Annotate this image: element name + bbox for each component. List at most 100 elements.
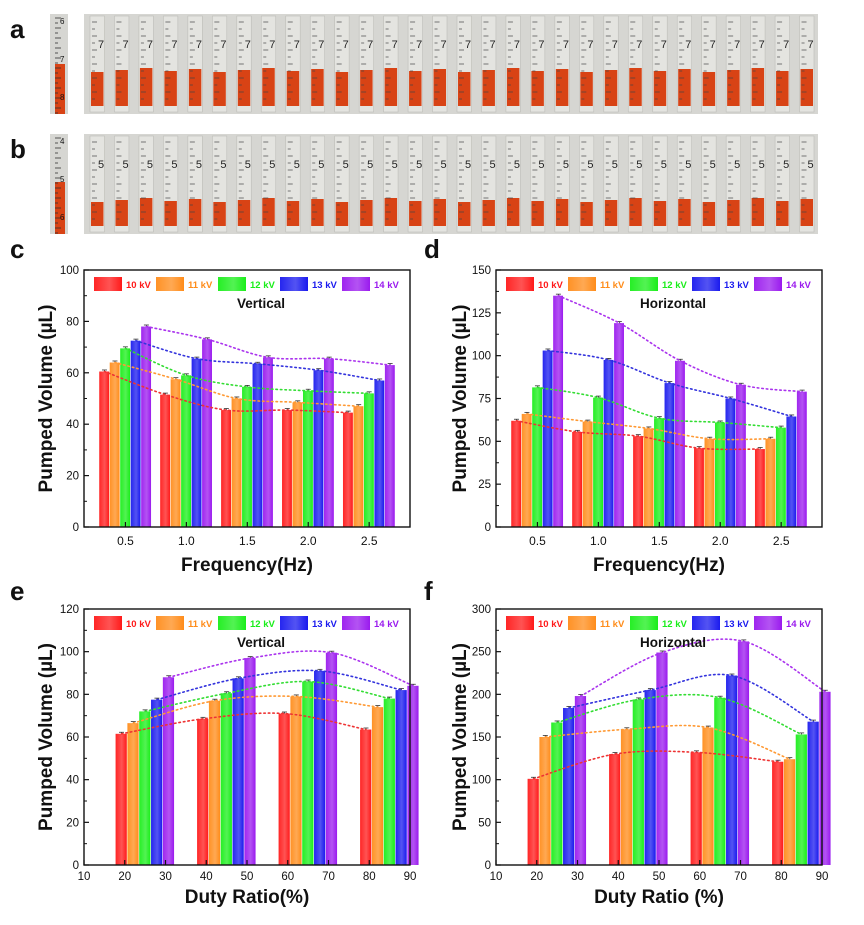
x-tick-label: 0.5 (529, 534, 546, 548)
tube-number: 5 (710, 159, 716, 171)
x-tick-label: 30 (571, 871, 584, 883)
tube-liquid (580, 202, 593, 226)
x-axis: 10 20 30 40 50 60 70 80 90 (78, 860, 416, 883)
bar (551, 722, 563, 865)
fit-line (132, 695, 379, 724)
tube: 5 (481, 135, 497, 233)
tube-liquid (360, 200, 373, 226)
tube: 7 (627, 15, 644, 113)
tube-liquid (458, 72, 471, 106)
fit-line (536, 386, 782, 429)
y-tick-label: 100 (472, 351, 491, 363)
x-tick-label: 10 (78, 871, 91, 883)
fit-line (167, 650, 415, 687)
y-tick-label: 100 (60, 647, 79, 659)
tube: 7 (652, 15, 668, 113)
bar (151, 699, 163, 865)
x-tick-label: 70 (734, 871, 747, 883)
tube-number: 5 (196, 159, 202, 171)
chart-title: Horizontal (640, 296, 706, 311)
y-tick-label: 80 (66, 689, 79, 701)
tube-number: 7 (220, 39, 226, 51)
panel-label: b (10, 134, 26, 164)
x-tick-label: 40 (200, 871, 213, 883)
tube-liquid (555, 199, 569, 226)
tube: 7 (309, 15, 325, 113)
tube-number: 5 (538, 159, 544, 171)
bar (170, 379, 181, 527)
x-tick-label: 1.5 (651, 534, 668, 548)
bar (278, 713, 290, 865)
tube: 7 (725, 15, 741, 113)
tube-liquid (311, 199, 324, 226)
tube: 5 (799, 135, 815, 233)
x-axis: 0.5 1.0 1.5 2.0 2.5 (529, 522, 790, 548)
bar (360, 729, 372, 865)
bar (714, 697, 726, 865)
tube-number: 7 (661, 39, 667, 51)
bar (704, 438, 715, 527)
tube-liquid (604, 70, 618, 106)
tube-liquid (262, 68, 275, 106)
y-tick-label: 0 (73, 522, 79, 534)
bar (292, 402, 303, 527)
y-axis-label: Pumped Volume (µL) (36, 305, 57, 493)
tube-number: 7 (538, 39, 544, 51)
legend-swatch (630, 277, 658, 291)
tube-number: 5 (612, 159, 618, 171)
bar (726, 675, 738, 865)
bar (702, 727, 714, 865)
bar (614, 323, 624, 527)
tube-number: 7 (685, 39, 691, 51)
tube-number: 5 (563, 159, 569, 171)
panel-label: f (424, 576, 433, 606)
bar (302, 681, 314, 865)
tube-number: 7 (514, 39, 520, 51)
x-tick-label: 1.5 (239, 534, 256, 548)
tube-number: 7 (367, 39, 373, 51)
tube: 5 (432, 135, 448, 233)
tube-liquid (580, 72, 593, 106)
tube-number: 5 (245, 159, 251, 171)
tube-number: 5 (489, 159, 495, 171)
bar (694, 448, 704, 527)
bar (244, 658, 256, 865)
bar (644, 690, 656, 865)
legend-label: 12 kV (250, 280, 275, 291)
legend-label: 13 kV (312, 280, 337, 291)
y-tick-label: 60 (66, 368, 79, 380)
tube-number: 7 (269, 39, 275, 51)
bar (765, 438, 776, 527)
tube: 7 (799, 15, 815, 113)
bar (181, 375, 192, 527)
tube: 5 (579, 135, 595, 233)
tube-liquid (164, 201, 177, 226)
tube-number: 5 (343, 159, 349, 171)
tube-number: 7 (465, 39, 471, 51)
legend-label: 11 kV (188, 619, 213, 630)
x-tick-label: 20 (118, 871, 131, 883)
bar (675, 360, 685, 527)
tube-liquid (531, 71, 544, 106)
tube: 7 (163, 15, 179, 113)
bar (737, 641, 750, 865)
tube-strip (84, 134, 818, 234)
legend-label: 10 kV (126, 280, 151, 291)
y-tick-label: 50 (478, 817, 491, 829)
legend-label: 14 kV (786, 280, 811, 291)
tube-liquid (213, 72, 226, 106)
tube: 7 (285, 15, 301, 113)
tube-number: 7 (563, 39, 569, 51)
chart-title: Vertical (237, 296, 285, 311)
tube-liquid (433, 69, 446, 106)
y-axis-label: Pumped Volume (µL) (450, 305, 471, 493)
tube: 5 (383, 135, 399, 233)
x-tick-label: 2.5 (361, 534, 378, 548)
legend-label: 14 kV (374, 619, 399, 630)
fit-line (556, 693, 803, 736)
x-tick-label: 1.0 (590, 534, 607, 548)
y-tick-label: 25 (478, 479, 491, 491)
tube: 5 (627, 135, 644, 233)
y-axis: 0 20 40 60 80 100 (60, 265, 89, 534)
